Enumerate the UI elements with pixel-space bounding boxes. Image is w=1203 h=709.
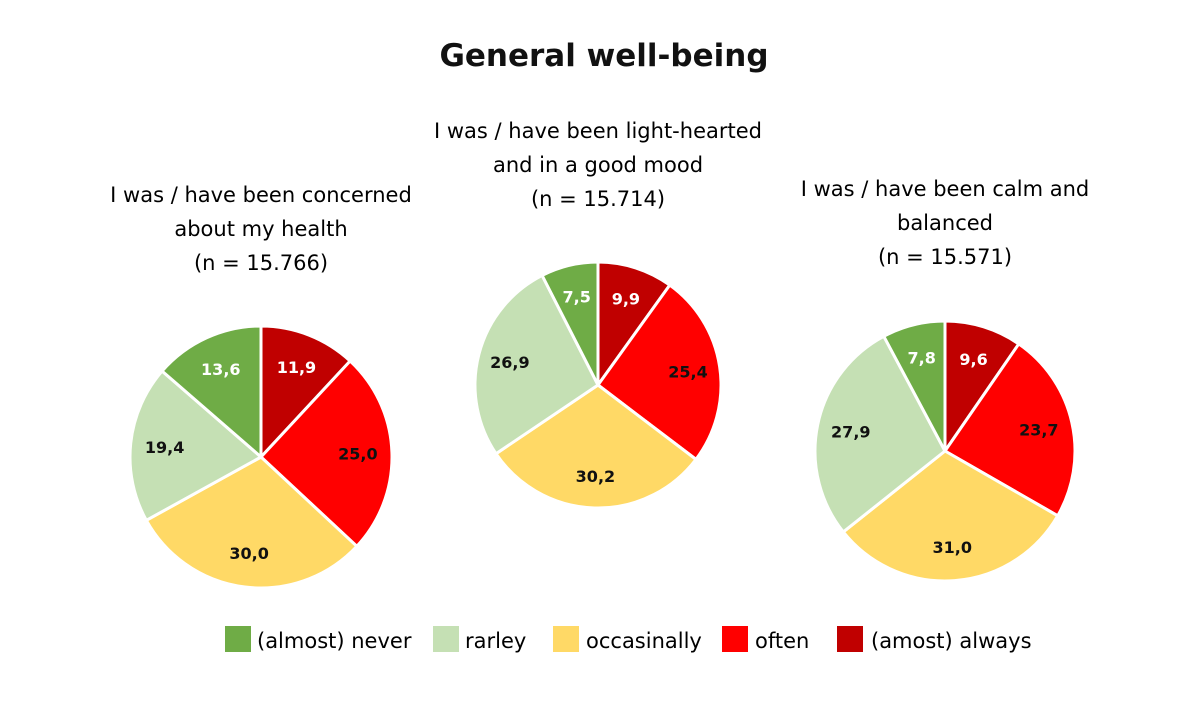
slice-value-label: 11,9 bbox=[277, 358, 316, 377]
slice-value-label: 30,0 bbox=[229, 544, 268, 563]
legend-label: (amost) always bbox=[871, 629, 1032, 653]
pie-chart-mood: I was / have been light-hearted and in a… bbox=[434, 119, 762, 510]
legend-swatch bbox=[837, 626, 863, 652]
pie-slice bbox=[596, 283, 723, 461]
pie-title-line: I was / have been calm and bbox=[801, 177, 1090, 201]
pie-chart-calm: I was / have been calm and balanced (n =… bbox=[801, 177, 1090, 583]
pie-slice bbox=[841, 449, 1060, 583]
pie-slice bbox=[540, 260, 600, 387]
slice-value-label: 25,0 bbox=[338, 444, 377, 463]
pie-slice bbox=[160, 324, 263, 459]
legend-item-almost-always: (amost) always bbox=[837, 626, 1032, 653]
legend-swatch bbox=[553, 626, 579, 652]
chart-title: General well-being bbox=[439, 38, 768, 74]
pie-slice bbox=[943, 319, 1021, 453]
pie-title-line: about my health bbox=[174, 217, 347, 241]
pie-slice bbox=[882, 319, 947, 453]
slice-value-label: 27,9 bbox=[831, 422, 870, 441]
slice-value-label: 13,6 bbox=[201, 360, 240, 379]
pie-slice bbox=[813, 334, 947, 534]
slice-value-label: 30,2 bbox=[576, 467, 615, 486]
pie-title-line: (n = 15.766) bbox=[194, 251, 328, 275]
slice-value-label: 25,4 bbox=[668, 362, 707, 381]
slice-value-label: 7,5 bbox=[563, 287, 591, 306]
legend-label: occasinally bbox=[586, 629, 702, 653]
legend-swatch bbox=[722, 626, 748, 652]
pie-title-line: (n = 15.714) bbox=[531, 187, 665, 211]
legend: (almost) never rarley occasinally often … bbox=[225, 626, 1032, 653]
pie-title-line: and in a good mood bbox=[493, 153, 703, 177]
pie-slice bbox=[259, 359, 394, 548]
pie-chart-health: I was / have been concerned about my hea… bbox=[110, 183, 412, 590]
slice-value-label: 31,0 bbox=[933, 538, 972, 557]
pie-slice bbox=[943, 342, 1077, 518]
legend-item-almost-never: (almost) never bbox=[225, 626, 412, 653]
pie-slice bbox=[144, 455, 359, 590]
pie-slice bbox=[128, 369, 263, 522]
pie-title-line: I was / have been light-hearted bbox=[434, 119, 762, 143]
slice-value-label: 26,9 bbox=[490, 353, 529, 372]
pie-slices: 9,6 23,7 31,0 27,9 7,8 bbox=[813, 319, 1077, 583]
slice-value-label: 7,8 bbox=[907, 349, 935, 368]
slice-value-label: 9,9 bbox=[612, 289, 640, 308]
legend-label: rarley bbox=[465, 629, 526, 653]
pie-title-line: (n = 15.571) bbox=[878, 245, 1012, 269]
legend-swatch bbox=[225, 626, 251, 652]
pie-slices: 11,9 25,0 30,0 19,4 13,6 bbox=[128, 324, 394, 590]
legend-item-occasinally: occasinally bbox=[553, 626, 702, 653]
legend-label: (almost) never bbox=[257, 629, 412, 653]
pie-slice bbox=[494, 383, 698, 510]
slice-value-label: 23,7 bbox=[1019, 421, 1058, 440]
slice-value-label: 19,4 bbox=[145, 438, 184, 457]
legend-item-often: often bbox=[722, 626, 809, 653]
legend-swatch bbox=[433, 626, 459, 652]
slice-value-label: 9,6 bbox=[959, 350, 987, 369]
legend-label: often bbox=[755, 629, 809, 653]
pie-slice bbox=[259, 324, 352, 459]
pie-title-line: I was / have been concerned bbox=[110, 183, 412, 207]
legend-item-rarley: rarley bbox=[433, 626, 526, 653]
pie-title-line: balanced bbox=[897, 211, 993, 235]
pie-slices: 9,9 25,4 30,2 26,9 7,5 bbox=[473, 260, 723, 510]
pie-slice bbox=[473, 273, 600, 456]
